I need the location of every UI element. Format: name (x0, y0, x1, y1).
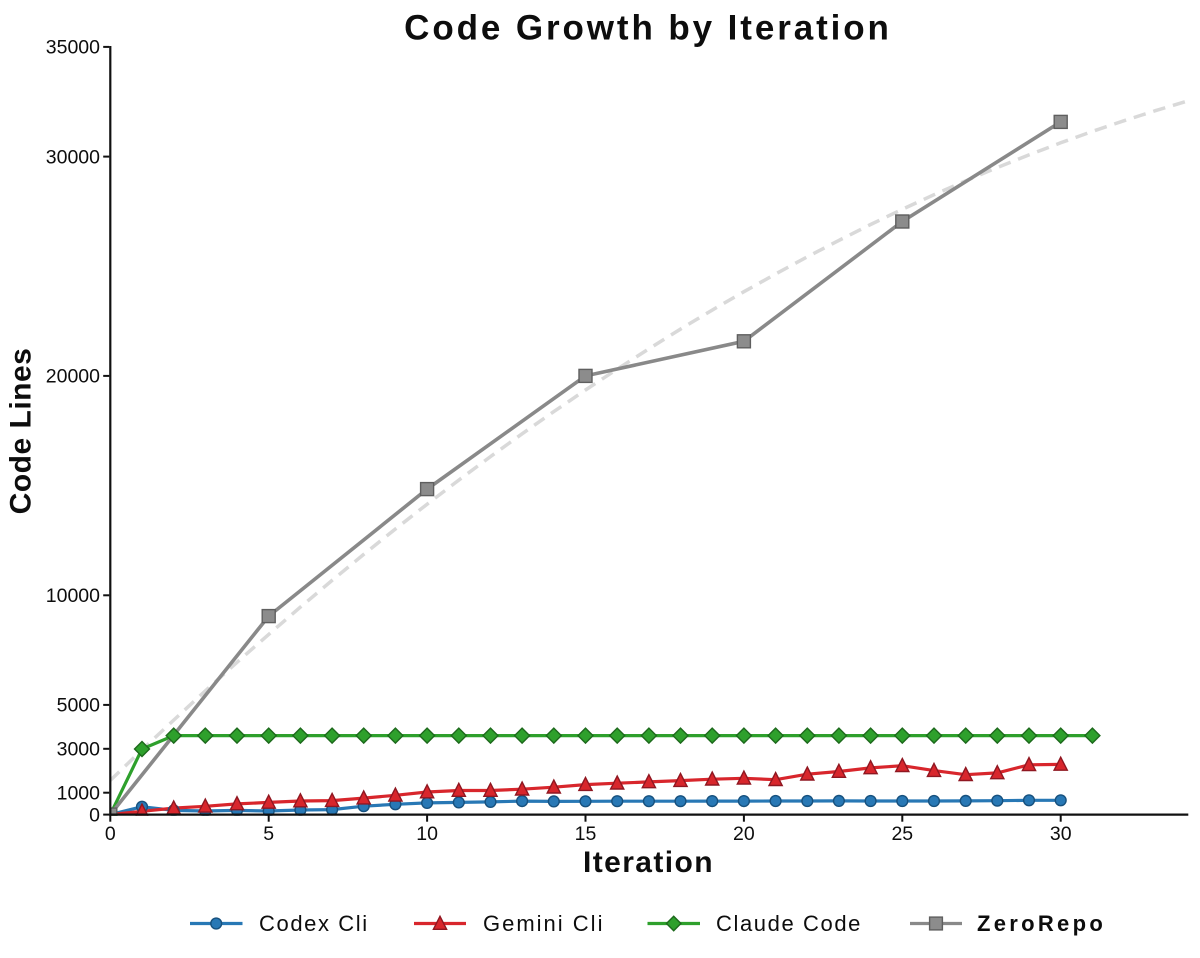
svg-text:Iteration: Iteration (583, 846, 714, 879)
svg-text:30000: 30000 (46, 146, 100, 168)
svg-text:Code Lines: Code Lines (5, 348, 38, 515)
svg-text:Claude Code: Claude Code (716, 911, 862, 936)
svg-text:5: 5 (263, 823, 274, 845)
svg-text:0: 0 (105, 823, 116, 845)
svg-text:Codex Cli: Codex Cli (259, 911, 369, 936)
svg-text:5000: 5000 (57, 695, 101, 717)
svg-text:25: 25 (891, 823, 913, 845)
svg-text:35000: 35000 (46, 37, 100, 59)
svg-text:Code Growth by Iteration: Code Growth by Iteration (404, 9, 892, 48)
svg-text:ZeroRepo: ZeroRepo (977, 911, 1106, 936)
svg-text:0: 0 (89, 804, 100, 826)
svg-text:15: 15 (575, 823, 597, 845)
svg-text:Gemini Cli: Gemini Cli (483, 911, 604, 936)
svg-text:1000: 1000 (57, 783, 101, 805)
svg-text:30: 30 (1050, 823, 1072, 845)
svg-text:10: 10 (416, 823, 438, 845)
svg-text:20: 20 (733, 823, 755, 845)
svg-text:20000: 20000 (46, 366, 100, 388)
svg-text:3000: 3000 (57, 739, 101, 761)
svg-text:10000: 10000 (46, 585, 100, 607)
